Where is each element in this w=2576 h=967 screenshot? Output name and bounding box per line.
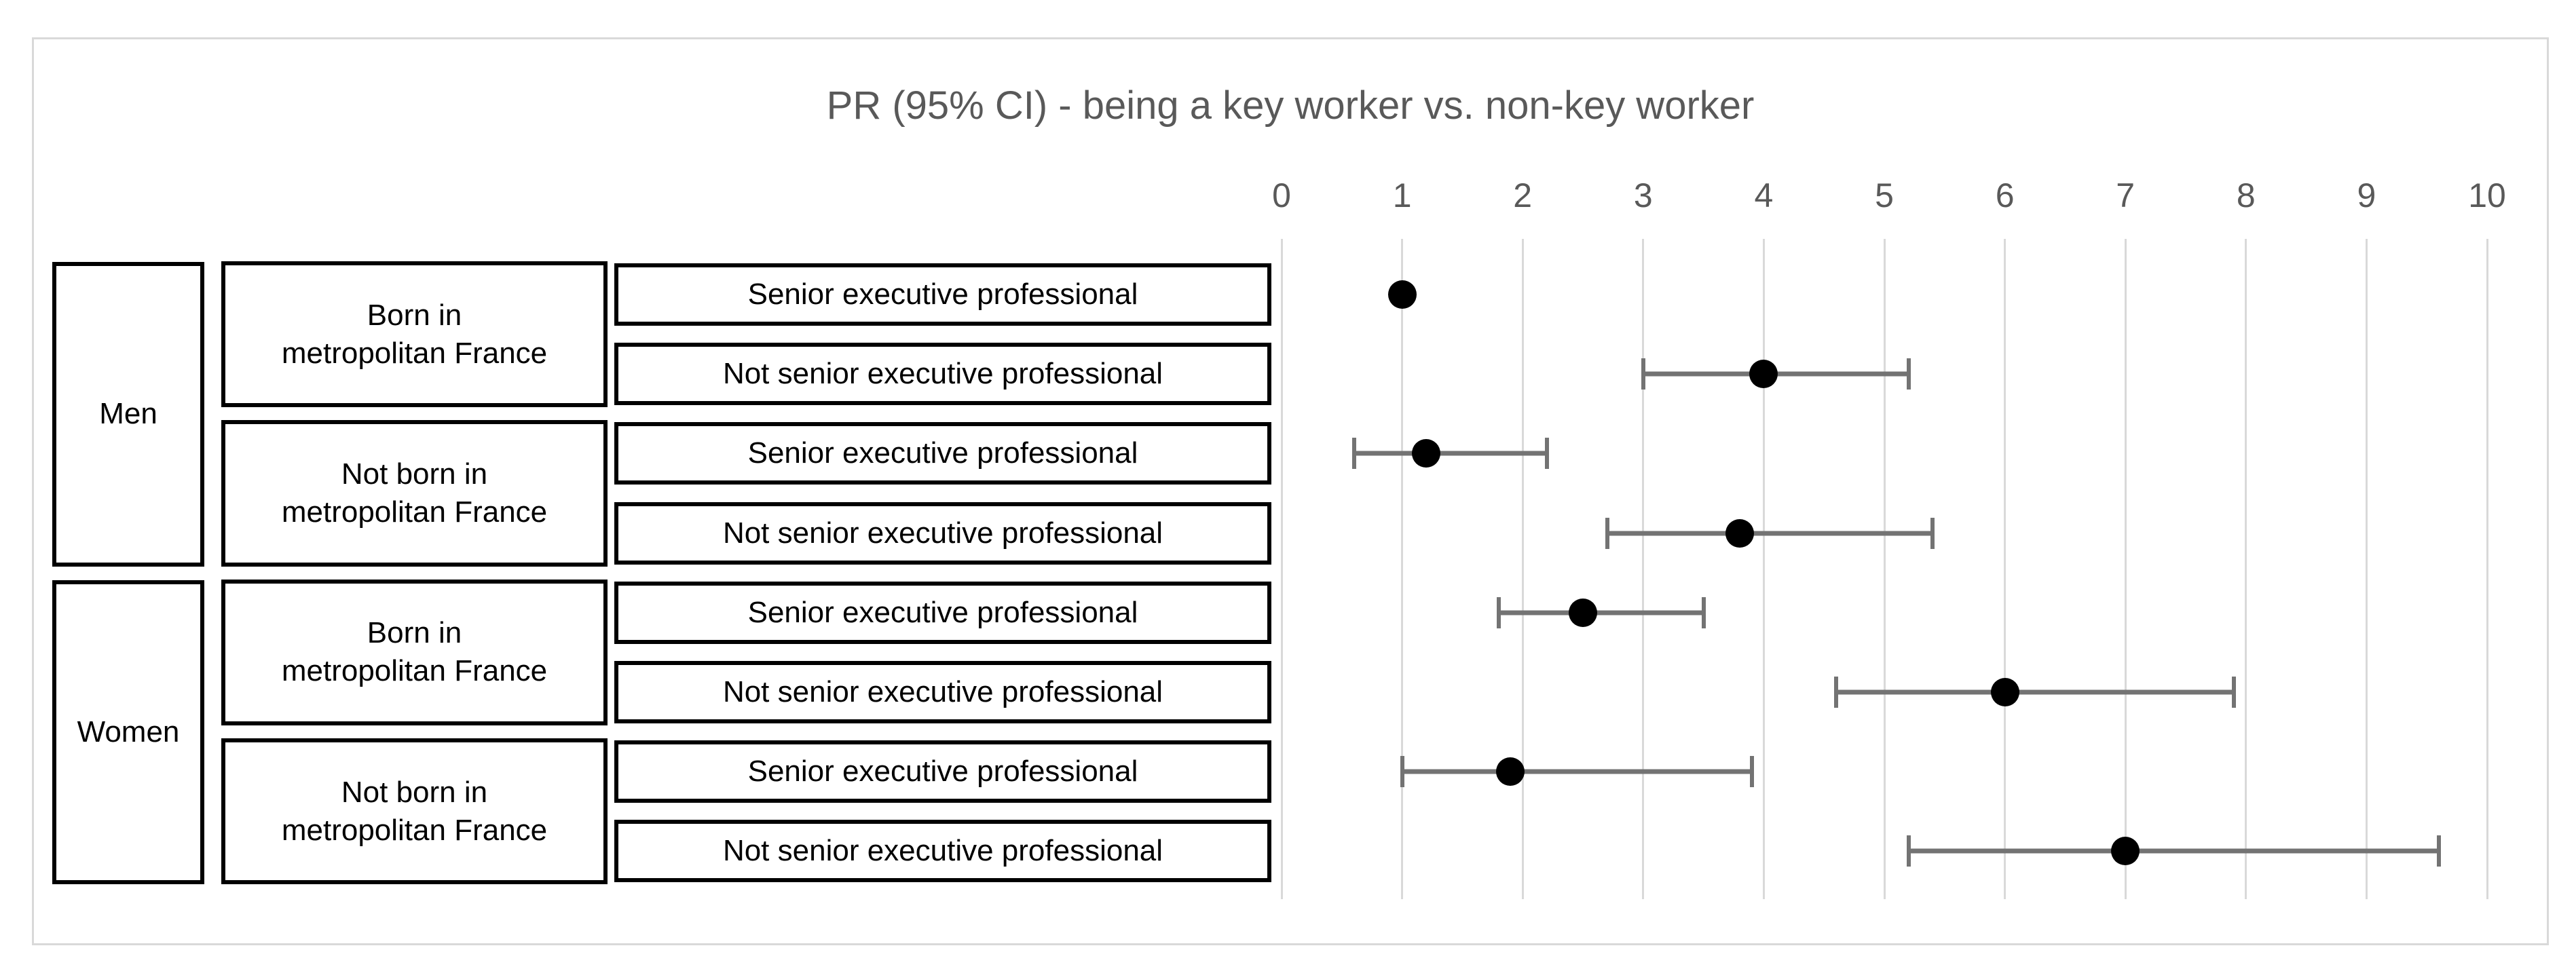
- origin-box: Not born in metropolitan France: [221, 420, 608, 567]
- x-axis-tick-label: 1: [1392, 176, 1412, 214]
- error-bar: [1402, 769, 1752, 774]
- error-bar-cap-right: [1930, 517, 1935, 549]
- error-bar-cap-left: [1351, 438, 1356, 470]
- gender-box: Men: [52, 262, 204, 567]
- x-axis-tick-label: 0: [1272, 176, 1291, 214]
- occupation-box: Not senior executive professional: [614, 661, 1271, 723]
- occupation-box: Senior executive professional: [614, 422, 1271, 485]
- error-bar-cap-left: [1400, 756, 1404, 788]
- gridline-x-2: [1521, 239, 1524, 899]
- data-point-marker: [1749, 360, 1778, 389]
- data-point-marker: [1496, 757, 1525, 786]
- origin-box: Born in metropolitan France: [221, 579, 608, 725]
- error-bar-cap-left: [1833, 677, 1838, 708]
- error-bar-cap-right: [1544, 438, 1549, 470]
- data-point-marker: [1412, 439, 1441, 468]
- occupation-box: Not senior executive professional: [614, 501, 1271, 565]
- error-bar-cap-left: [1605, 517, 1609, 549]
- gridline-x-5: [1883, 239, 1886, 899]
- gridline-x-4: [1762, 239, 1765, 899]
- chart-title: PR (95% CI) - being a key worker vs. non…: [826, 83, 1755, 128]
- occupation-box: Not senior executive professional: [614, 820, 1271, 883]
- gridline-x-3: [1642, 239, 1645, 899]
- x-axis-tick-label: 3: [1633, 176, 1653, 214]
- data-point-marker: [1387, 280, 1417, 309]
- gender-box: Women: [52, 580, 204, 885]
- gridline-x-8: [2245, 239, 2247, 899]
- gridline-x-1: [1401, 239, 1404, 899]
- x-axis-tick-label: 2: [1513, 176, 1533, 214]
- x-axis-tick-label: 5: [1875, 176, 1894, 214]
- gridline-x-9: [2365, 239, 2368, 899]
- x-axis-tick-label: 7: [2116, 176, 2135, 214]
- gridline-x-6: [2004, 239, 2006, 899]
- error-bar-cap-right: [1701, 596, 1706, 628]
- data-point-marker: [1990, 678, 2019, 706]
- error-bar-cap-left: [1906, 835, 1911, 867]
- occupation-box: Not senior executive professional: [614, 343, 1271, 406]
- gridline-x-0: [1280, 239, 1283, 899]
- error-bar-cap-right: [2436, 835, 2441, 867]
- occupation-box: Senior executive professional: [614, 740, 1271, 803]
- gridline-x-10: [2486, 239, 2488, 899]
- gridline-x-7: [2124, 239, 2127, 899]
- error-bar-cap-right: [2232, 677, 2237, 708]
- occupation-box: Senior executive professional: [614, 581, 1271, 644]
- x-axis-tick-label: 9: [2357, 176, 2376, 214]
- error-bar-cap-right: [1906, 358, 1911, 390]
- x-axis-tick-label: 10: [2468, 176, 2506, 214]
- data-point-marker: [1725, 518, 1754, 548]
- error-bar-cap-left: [1641, 358, 1645, 390]
- occupation-box: Senior executive professional: [614, 263, 1271, 326]
- data-point-marker: [2111, 837, 2140, 866]
- error-bar: [1908, 848, 2439, 854]
- error-bar-cap-left: [1496, 596, 1501, 628]
- x-axis-tick-label: 6: [1995, 176, 2015, 214]
- error-bar: [1354, 451, 1547, 456]
- origin-box: Born in metropolitan France: [221, 261, 608, 408]
- error-bar-cap-right: [1749, 756, 1754, 788]
- origin-box: Not born in metropolitan France: [221, 738, 608, 885]
- error-bar: [1498, 610, 1704, 615]
- x-axis-tick-label: 4: [1754, 176, 1774, 214]
- data-point-marker: [1569, 598, 1597, 627]
- error-bar: [1607, 531, 1933, 536]
- x-axis-tick-label: 8: [2236, 176, 2256, 214]
- error-bar: [1835, 689, 2235, 695]
